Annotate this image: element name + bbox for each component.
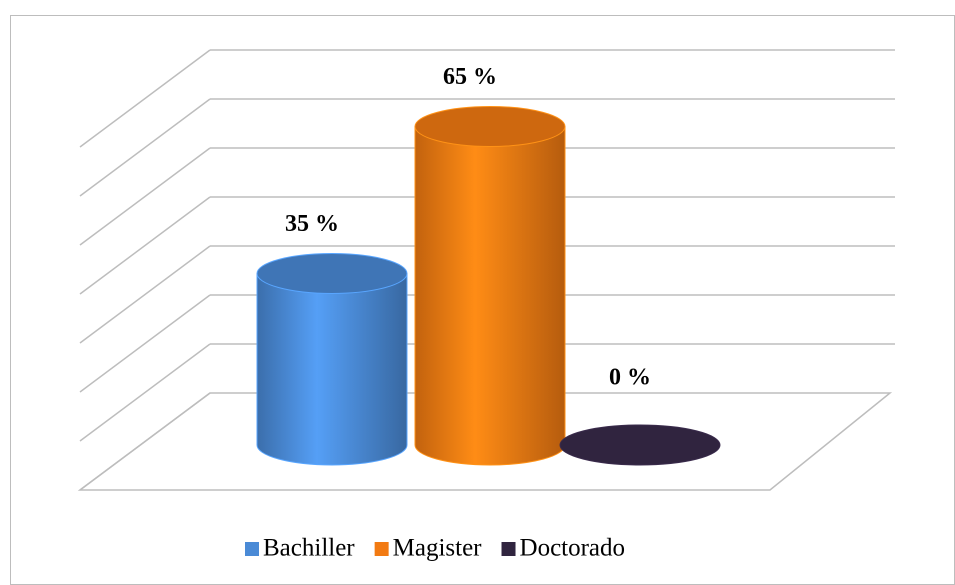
side-grid-line [79,392,211,491]
cylinder-top [559,424,721,466]
legend-swatch [374,542,389,556]
side-grid-line [79,245,211,344]
cylinder-top [256,253,408,294]
side-grid-line [79,294,211,393]
value-label: 0 % [609,365,651,391]
legend: Bachiller Magister Doctorado [245,535,625,562]
value-label: 65 % [443,64,497,90]
cylinder-top [414,106,566,147]
cylinder-body [414,126,566,466]
legend-swatch [501,542,516,556]
cylinder-body [256,273,408,466]
legend-swatch [245,542,259,556]
side-grid-line [79,98,211,197]
legend-label: Bachiller [263,535,355,562]
legend-label: Magister [393,535,483,562]
value-label: 35 % [285,211,339,237]
side-grid-line [79,147,211,246]
legend-label: Doctorado [520,535,626,562]
side-grid-line [79,49,211,148]
side-grid-line [79,196,211,295]
side-grid-line [79,343,211,442]
